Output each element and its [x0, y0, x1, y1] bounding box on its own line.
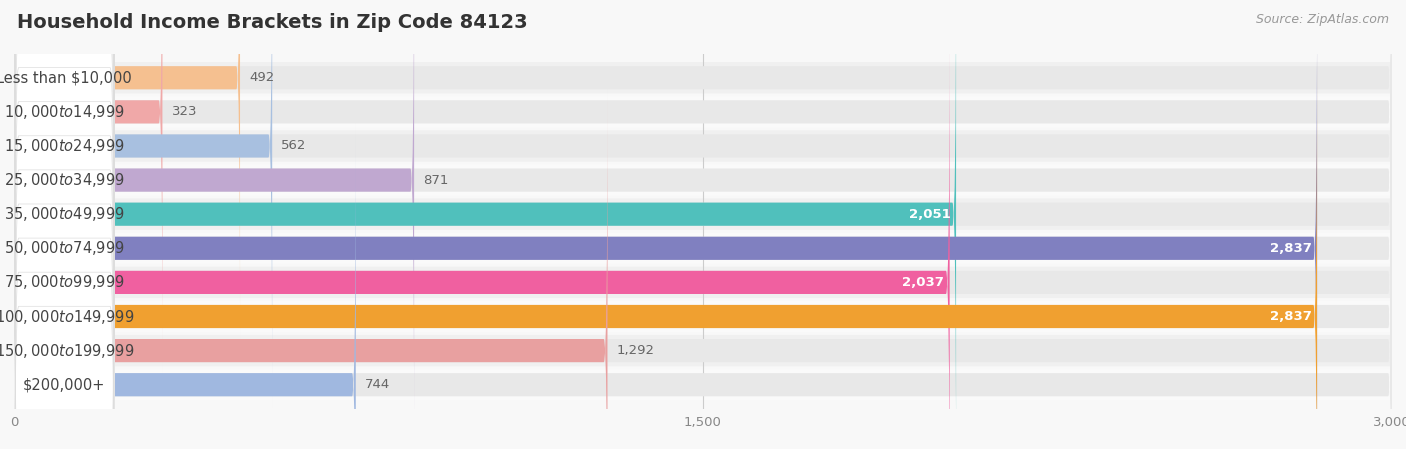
- Text: Source: ZipAtlas.com: Source: ZipAtlas.com: [1256, 13, 1389, 26]
- FancyBboxPatch shape: [14, 0, 273, 407]
- Text: $200,000+: $200,000+: [22, 377, 105, 392]
- FancyBboxPatch shape: [14, 0, 115, 374]
- Text: $10,000 to $14,999: $10,000 to $14,999: [4, 103, 125, 121]
- FancyBboxPatch shape: [14, 0, 115, 409]
- Text: $50,000 to $74,999: $50,000 to $74,999: [4, 239, 125, 257]
- FancyBboxPatch shape: [14, 130, 1392, 162]
- FancyBboxPatch shape: [14, 21, 949, 449]
- Text: $15,000 to $24,999: $15,000 to $24,999: [4, 137, 125, 155]
- Text: $25,000 to $34,999: $25,000 to $34,999: [4, 171, 125, 189]
- Text: 2,037: 2,037: [903, 276, 945, 289]
- FancyBboxPatch shape: [14, 0, 415, 441]
- Text: 2,837: 2,837: [1270, 310, 1312, 323]
- Text: 492: 492: [249, 71, 274, 84]
- Text: $100,000 to $149,999: $100,000 to $149,999: [0, 308, 134, 326]
- FancyBboxPatch shape: [14, 0, 1392, 449]
- FancyBboxPatch shape: [14, 301, 1392, 332]
- FancyBboxPatch shape: [14, 164, 1392, 196]
- FancyBboxPatch shape: [14, 54, 115, 449]
- FancyBboxPatch shape: [14, 122, 115, 449]
- FancyBboxPatch shape: [14, 0, 1392, 339]
- FancyBboxPatch shape: [14, 0, 115, 340]
- FancyBboxPatch shape: [14, 20, 115, 449]
- FancyBboxPatch shape: [14, 233, 1392, 264]
- FancyBboxPatch shape: [14, 21, 1392, 449]
- FancyBboxPatch shape: [14, 0, 115, 449]
- FancyBboxPatch shape: [14, 0, 163, 373]
- FancyBboxPatch shape: [14, 123, 1392, 449]
- Text: 1,292: 1,292: [617, 344, 655, 357]
- FancyBboxPatch shape: [14, 89, 1392, 449]
- FancyBboxPatch shape: [14, 369, 1392, 401]
- FancyBboxPatch shape: [14, 0, 1392, 407]
- FancyBboxPatch shape: [14, 0, 1392, 441]
- FancyBboxPatch shape: [14, 62, 1392, 93]
- Text: 744: 744: [366, 378, 391, 391]
- Text: Less than $10,000: Less than $10,000: [0, 70, 132, 85]
- FancyBboxPatch shape: [14, 89, 607, 449]
- Text: $35,000 to $49,999: $35,000 to $49,999: [4, 205, 125, 223]
- FancyBboxPatch shape: [14, 55, 1317, 449]
- FancyBboxPatch shape: [14, 123, 356, 449]
- Text: 871: 871: [423, 174, 449, 187]
- Text: 323: 323: [172, 106, 197, 119]
- FancyBboxPatch shape: [14, 0, 1392, 373]
- FancyBboxPatch shape: [14, 0, 956, 449]
- FancyBboxPatch shape: [14, 0, 115, 449]
- FancyBboxPatch shape: [14, 267, 1392, 298]
- FancyBboxPatch shape: [14, 55, 1392, 449]
- FancyBboxPatch shape: [14, 0, 115, 443]
- Text: 2,837: 2,837: [1270, 242, 1312, 255]
- Text: 562: 562: [281, 140, 307, 153]
- Text: 2,051: 2,051: [908, 208, 950, 220]
- Text: $75,000 to $99,999: $75,000 to $99,999: [4, 273, 125, 291]
- FancyBboxPatch shape: [14, 335, 1392, 366]
- FancyBboxPatch shape: [14, 96, 1392, 128]
- FancyBboxPatch shape: [14, 88, 115, 449]
- Text: $150,000 to $199,999: $150,000 to $199,999: [0, 342, 134, 360]
- FancyBboxPatch shape: [14, 198, 1392, 230]
- FancyBboxPatch shape: [14, 0, 240, 339]
- Text: Household Income Brackets in Zip Code 84123: Household Income Brackets in Zip Code 84…: [17, 13, 527, 32]
- FancyBboxPatch shape: [14, 0, 1392, 449]
- FancyBboxPatch shape: [14, 0, 1317, 449]
